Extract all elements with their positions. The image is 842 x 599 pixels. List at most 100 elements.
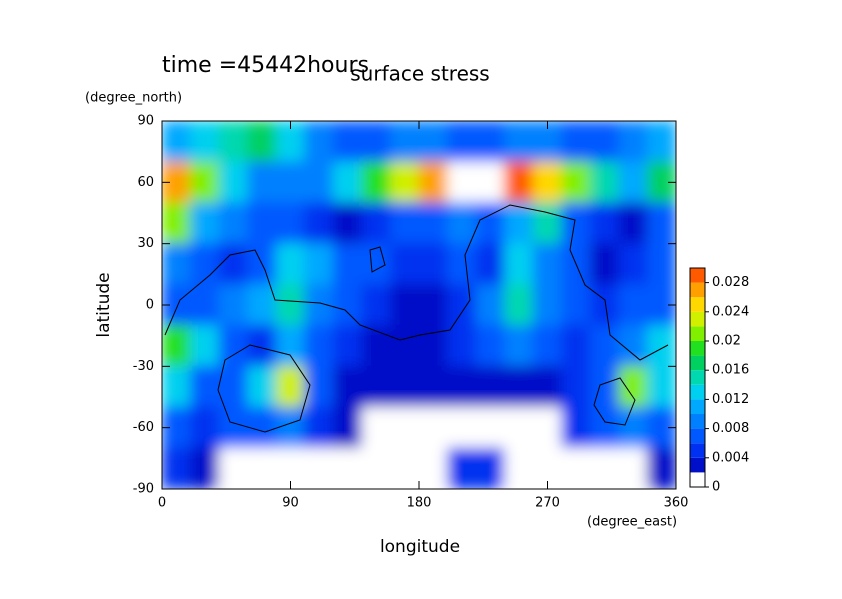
- contour-cell: [646, 121, 676, 163]
- contour-cell: [447, 365, 477, 408]
- contour-cell: [475, 447, 506, 489]
- time-label: time =45442hours: [162, 53, 369, 78]
- contour-cell: [447, 447, 477, 489]
- y-units: (degree_north): [85, 91, 182, 106]
- contour-cell: [532, 365, 563, 408]
- contour-cell: [561, 202, 591, 245]
- x-tick-label: 180: [407, 496, 432, 511]
- contour-cell: [475, 243, 506, 286]
- contour-cell: [504, 161, 534, 204]
- contour-cell: [275, 324, 306, 367]
- contour-cell: [218, 324, 249, 367]
- contour-cell: [304, 406, 334, 449]
- contour-cell: [389, 365, 420, 408]
- contour-cell: [646, 447, 676, 489]
- contour-cell: [475, 121, 506, 163]
- contour-cell: [418, 365, 449, 408]
- contour-cell: [361, 161, 391, 204]
- contour-cell: [190, 324, 220, 367]
- contour-cell: [332, 365, 363, 408]
- contour-cell: [275, 202, 306, 245]
- y-tick-label: 60: [137, 175, 154, 190]
- contour-cell: [218, 161, 249, 204]
- contour-cell: [618, 161, 648, 204]
- colorbar: 0 0.004 0.008 0.012 0.016 0.02 0.024 0.028: [689, 267, 749, 495]
- contour-cell: [190, 161, 220, 204]
- coastlines: [164, 204, 669, 433]
- contour-cell: [475, 324, 506, 367]
- contour-cell: [618, 243, 648, 286]
- colorbar-band: [690, 399, 705, 414]
- contour-cell: [361, 243, 391, 286]
- contour-cell: [190, 284, 220, 326]
- contour-cell: [589, 365, 620, 408]
- y-tick-label: -30: [133, 359, 154, 374]
- contour-cell: [475, 161, 506, 204]
- contour-cell: [247, 365, 277, 408]
- contour-cell: [504, 284, 534, 326]
- contour-cell: [475, 365, 506, 408]
- contour-cell: [361, 365, 391, 408]
- colorbar-tick-label: 0.028: [712, 275, 749, 290]
- contour-cell: [304, 161, 334, 204]
- contour-cell: [389, 121, 420, 163]
- x-units: (degree_east): [587, 515, 677, 530]
- colorbar-band: [690, 268, 705, 283]
- contour-cell: [162, 365, 192, 408]
- contour-cell: [162, 121, 192, 163]
- contour-cell: [389, 447, 420, 489]
- contour-cell: [418, 202, 449, 245]
- contour-cell: [532, 161, 563, 204]
- contour-cell: [589, 161, 620, 204]
- contour-cell: [332, 202, 363, 245]
- contour-cell: [447, 161, 477, 204]
- contour-cell: [190, 243, 220, 286]
- y-tick-label: -90: [133, 482, 154, 497]
- contour-cell: [447, 121, 477, 163]
- contour-cell: [162, 447, 192, 489]
- contour-cell: [247, 406, 277, 449]
- contour-cell: [332, 447, 363, 489]
- field: [162, 121, 676, 489]
- contour-cell: [561, 121, 591, 163]
- colorbar-band: [690, 341, 705, 356]
- contour-cell: [218, 121, 249, 163]
- contour-cell: [447, 284, 477, 326]
- contour-cell: [304, 365, 334, 408]
- colorbar-tick-label: 0.008: [712, 421, 749, 436]
- contour-cell: [218, 284, 249, 326]
- colorbar-band: [690, 428, 705, 444]
- contour-cell: [361, 406, 391, 449]
- colorbar-band: [690, 326, 705, 341]
- contour-cell: [190, 121, 220, 163]
- contour-cell: [304, 202, 334, 245]
- colorbar-band: [690, 282, 705, 298]
- contour-cell: [218, 406, 249, 449]
- contour-cell: [275, 406, 306, 449]
- contour-fill: [162, 121, 676, 489]
- contour-cell: [618, 284, 648, 326]
- colorbar-band: [690, 443, 705, 458]
- x-tick-label: 270: [535, 496, 560, 511]
- contour-cell: [561, 365, 591, 408]
- contour-cell: [389, 161, 420, 204]
- contour-cell: [418, 406, 449, 449]
- contour-cell: [304, 324, 334, 367]
- colorbar-tick-label: 0.016: [712, 363, 749, 378]
- contour-cell: [361, 202, 391, 245]
- contour-cell: [646, 365, 676, 408]
- contour-cell: [190, 202, 220, 245]
- contour-cell: [532, 284, 563, 326]
- x-tick-label: 0: [158, 496, 166, 511]
- contour-cell: [532, 243, 563, 286]
- contour-cell: [589, 243, 620, 286]
- contour-cell: [646, 202, 676, 245]
- contour-cell: [561, 284, 591, 326]
- chart-title: surface stress: [350, 62, 489, 86]
- contour-cell: [389, 406, 420, 449]
- contour-cell: [646, 324, 676, 367]
- colorbar-tick-label: 0: [712, 480, 720, 495]
- colorbar-tick-label: 0.012: [712, 392, 749, 407]
- contour-cell: [589, 284, 620, 326]
- contour-cell: [589, 447, 620, 489]
